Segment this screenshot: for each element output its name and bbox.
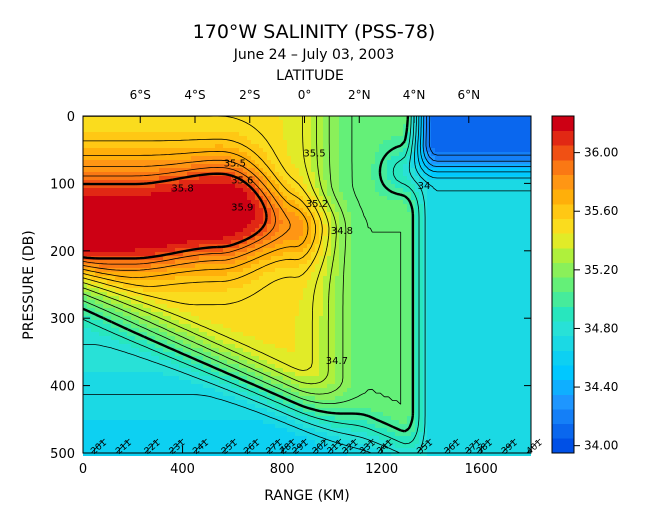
colorbar-segment — [552, 350, 574, 365]
colorbar-segment — [552, 248, 574, 263]
top-tick-label: 4°S — [184, 88, 205, 102]
top-tick-label: 4°N — [403, 88, 426, 102]
contour-label: 35.2 — [306, 199, 328, 210]
y-tick-label: 100 — [50, 177, 75, 192]
colorbar-segment — [552, 116, 574, 131]
colorbar-segment — [552, 409, 574, 424]
colorbar-tick-label: 35.20 — [584, 263, 618, 277]
y-tick-label: 400 — [50, 380, 75, 395]
colorbar-segment — [552, 160, 574, 175]
x-tick-label: 400 — [170, 462, 195, 477]
top-tick-label: 2°S — [239, 88, 260, 102]
chart-title: 170°W SALINITY (PSS-78) — [193, 21, 436, 43]
contour-label: 35.5 — [303, 148, 325, 159]
top-tick-label: 2°N — [348, 88, 371, 102]
colorbar-segment — [552, 424, 574, 439]
contour-label: 35.9 — [231, 202, 253, 213]
colorbar-segment — [552, 394, 574, 409]
colorbar-segment — [552, 365, 574, 380]
contour-label: 35.8 — [171, 183, 193, 194]
colorbar-tick-label: 34.80 — [584, 321, 618, 335]
colorbar-segment — [552, 145, 574, 160]
y-tick-label: 500 — [50, 447, 75, 462]
salinity-field — [83, 116, 531, 456]
colorbar: 34.00 34.40 34.80 35.20 35.60 36.00 — [552, 116, 618, 453]
colorbar-segment — [552, 204, 574, 219]
colorbar-segment — [552, 277, 574, 292]
colorbar-segment — [552, 263, 574, 278]
colorbar-segment — [552, 175, 574, 190]
contour-label: 34.7 — [326, 356, 348, 367]
colorbar-segment — [552, 336, 574, 351]
colorbar-segment — [552, 219, 574, 234]
top-axis-label: LATITUDE — [276, 68, 344, 84]
top-tick-label: 0° — [298, 88, 312, 102]
x-tick-label: 0 — [79, 462, 87, 477]
colorbar-segment — [552, 380, 574, 395]
x-tick-label: 1600 — [465, 462, 498, 477]
x-axis-label: RANGE (KM) — [264, 488, 350, 504]
y-tick-label: 300 — [50, 312, 75, 327]
y-tick-label: 200 — [50, 245, 75, 260]
colorbar-segment — [552, 233, 574, 248]
y-tick-label: 0 — [67, 110, 75, 125]
colorbar-tick-label: 35.60 — [584, 204, 618, 218]
x-tick-label: 1200 — [365, 462, 398, 477]
top-tick-label: 6°S — [130, 88, 151, 102]
colorbar-segment — [552, 306, 574, 321]
colorbar-segment — [552, 321, 574, 336]
contour-label: 34.8 — [331, 226, 353, 237]
colorbar-tick-label: 34.00 — [584, 439, 618, 453]
colorbar-segment — [552, 189, 574, 204]
y-axis-label: PRESSURE (DB) — [21, 230, 37, 339]
top-tick-label: 6°N — [457, 88, 480, 102]
colorbar-tick-label: 34.40 — [584, 380, 618, 394]
colorbar-segment — [552, 131, 574, 146]
colorbar-segment — [552, 438, 574, 453]
x-tick-label: 800 — [270, 462, 295, 477]
contour-label: 34 — [418, 181, 431, 192]
colorbar-segment — [552, 292, 574, 307]
contour-label: 35.5 — [224, 159, 246, 170]
colorbar-tick-label: 36.00 — [584, 146, 618, 160]
contour-label: 35.6 — [231, 175, 253, 186]
chart-subtitle: June 24 – July 03, 2003 — [233, 47, 395, 63]
